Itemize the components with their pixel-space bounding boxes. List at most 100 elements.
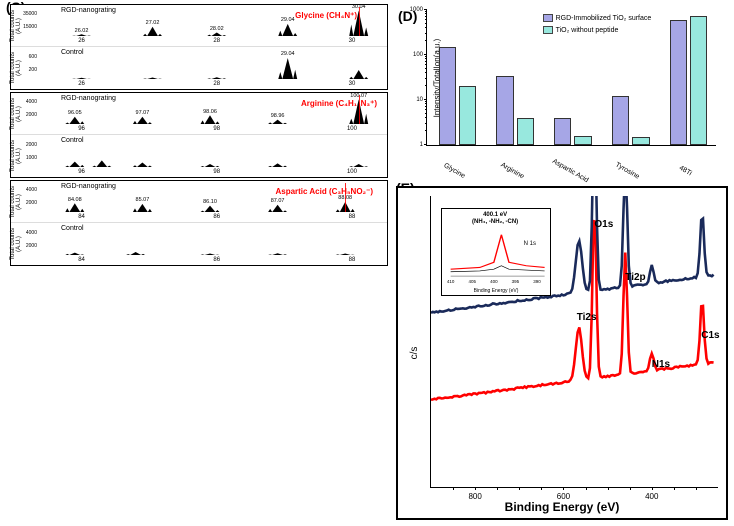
bar xyxy=(670,20,687,145)
y-tick: 4000 xyxy=(17,230,37,236)
bar-chart-plot: Intensity/TotalIon(a.u.) 1101001000Glyci… xyxy=(426,10,716,146)
x-tick: 88 xyxy=(349,257,356,263)
spectrum-plot-area: 29.04262830200600 xyxy=(41,49,379,79)
peak-label: 98.96 xyxy=(271,113,285,119)
x-tick: 800 xyxy=(468,492,481,501)
y-tick: 1 xyxy=(409,142,423,148)
xps-peak-label: Ti2p xyxy=(625,272,645,283)
peak-label: 27.02 xyxy=(146,20,160,26)
y-tick: 1000 xyxy=(409,7,423,13)
inset-xtick: 395 xyxy=(512,279,520,284)
y-tick: 2000 xyxy=(17,112,37,118)
peak-label: 29.04 xyxy=(281,51,295,57)
bar-x-label: 48Ti xyxy=(678,165,693,178)
x-tick: 96 xyxy=(78,169,85,175)
peak-label: 29.04 xyxy=(281,17,295,23)
bar xyxy=(517,118,534,145)
peak-label: 88.08 xyxy=(338,195,352,201)
figure-container: (C) (D) (E) Total counts (A.U.)RGD-nanog… xyxy=(0,0,734,526)
x-tick: 86 xyxy=(213,257,220,263)
x-tick: 30 xyxy=(349,38,356,44)
bar-x-label: Arginine xyxy=(499,162,525,181)
x-tick: 28 xyxy=(213,81,220,87)
peak-label: 87.07 xyxy=(271,198,285,204)
spectrum-panel: Total counts (A.U.)RGD-nanogratingGlycin… xyxy=(11,5,387,47)
xps-peak-label: O1s xyxy=(594,219,613,230)
spectrum-plot-area: 84.0885.0786.1087.0788.0884868820004000 xyxy=(41,183,379,212)
spectrum-group: Total counts (A.U.)RGD-nanogratingGlycin… xyxy=(10,4,388,90)
spectrum-plot-area: 969810010002000 xyxy=(41,137,379,167)
bar-x-label: Tyrosine xyxy=(614,161,640,180)
peak-label: 26.02 xyxy=(75,28,89,34)
spectrum-group: Total counts (A.U.)RGD-nanogratingAspart… xyxy=(10,180,388,266)
x-tick: 400 xyxy=(645,492,658,501)
xps-panel: c/s 800600400O1sTi2sTi2pN1sC1s 400.1 eV(… xyxy=(396,186,728,520)
bar-chart-panel: Intensity/TotalIon(a.u.) 1101001000Glyci… xyxy=(398,2,724,178)
peak-label: 96.05 xyxy=(68,110,82,116)
y-tick: 4000 xyxy=(17,187,37,193)
peak-label: 86.10 xyxy=(203,199,217,205)
bar xyxy=(439,47,456,145)
peak-label: 84.08 xyxy=(68,197,82,203)
y-tick: 2000 xyxy=(17,243,37,249)
legend-item: RGD-Immobilized TiO₂ surface xyxy=(543,14,652,22)
peak-label: 97.07 xyxy=(136,110,150,116)
xps-peak-label: Ti2s xyxy=(577,312,597,323)
bar xyxy=(574,136,591,145)
peak-label: 100.07 xyxy=(350,93,367,99)
y-tick: 2000 xyxy=(17,200,37,206)
bar xyxy=(690,16,707,145)
spectrum-plot-area: 26.0227.0228.0229.0430.04262830150003500… xyxy=(41,7,379,36)
y-tick: 200 xyxy=(17,67,37,73)
y-tick: 35000 xyxy=(17,11,37,17)
spectrum-plot-area: 96.0597.0798.0698.96100.0796981002000400… xyxy=(41,95,379,124)
y-tick: 1000 xyxy=(17,155,37,161)
bar xyxy=(459,86,476,145)
y-tick: 600 xyxy=(17,54,37,60)
x-tick: 100 xyxy=(347,169,357,175)
inset-xtick: 390 xyxy=(533,279,541,284)
bar xyxy=(632,137,649,145)
spectrum-panel: Total counts (A.U.)Control84868820004000 xyxy=(11,223,387,265)
y-tick: 4000 xyxy=(17,99,37,105)
x-tick: 84 xyxy=(78,214,85,220)
inset-xlabel: Binding Energy (eV) xyxy=(474,288,519,294)
spectrum-plot-area: 84868820004000 xyxy=(41,225,379,255)
x-tick: 96 xyxy=(78,126,85,132)
inset-xtick: 400 xyxy=(490,279,498,284)
x-tick: 26 xyxy=(78,81,85,87)
x-tick: 26 xyxy=(78,38,85,44)
xps-xlabel: Binding Energy (eV) xyxy=(505,500,620,514)
x-tick: 84 xyxy=(78,257,85,263)
peak-label: 28.02 xyxy=(210,26,224,32)
x-tick: 98 xyxy=(213,169,220,175)
marker-line xyxy=(359,7,360,36)
xps-inset: 400.1 eV(NH₄, -NH₂, -CN) N 1s Binding En… xyxy=(441,208,551,296)
y-tick: 10 xyxy=(409,97,423,103)
peak-label: 30.04 xyxy=(352,4,366,10)
spectrum-panel: Total counts (A.U.)RGD-nanogratingArgini… xyxy=(11,93,387,135)
y-tick: 100 xyxy=(409,52,423,58)
xps-ylabel: c/s xyxy=(409,347,420,360)
spectrum-group: Total counts (A.U.)RGD-nanogratingArgini… xyxy=(10,92,388,178)
bar-x-label: Glycine xyxy=(442,162,466,180)
legend-item: TiO₂ without peptide xyxy=(543,26,619,34)
spectrum-panel: Total counts (A.U.)Control29.04262830200… xyxy=(11,47,387,89)
spectra-column: Total counts (A.U.)RGD-nanogratingGlycin… xyxy=(10,4,388,519)
x-tick: 98 xyxy=(213,126,220,132)
x-tick: 28 xyxy=(213,38,220,44)
peak-label: 98.06 xyxy=(203,109,217,115)
x-tick: 88 xyxy=(349,214,356,220)
x-tick: 100 xyxy=(347,126,357,132)
marker-line xyxy=(359,95,360,124)
xps-peak-label: C1s xyxy=(701,330,719,341)
bar xyxy=(612,96,629,145)
xps-plot: 800600400O1sTi2sTi2pN1sC1s 400.1 eV(NH₄,… xyxy=(430,196,718,488)
y-tick: 15000 xyxy=(17,24,37,30)
peak-label: 85.07 xyxy=(136,197,150,203)
xps-peak-label: N1s xyxy=(652,359,670,370)
spectrum-panel: Total counts (A.U.)RGD-nanogratingAspart… xyxy=(11,181,387,223)
bar-x-label: Aspartic Acid xyxy=(550,158,589,184)
bar xyxy=(496,76,513,145)
bar xyxy=(554,118,571,145)
